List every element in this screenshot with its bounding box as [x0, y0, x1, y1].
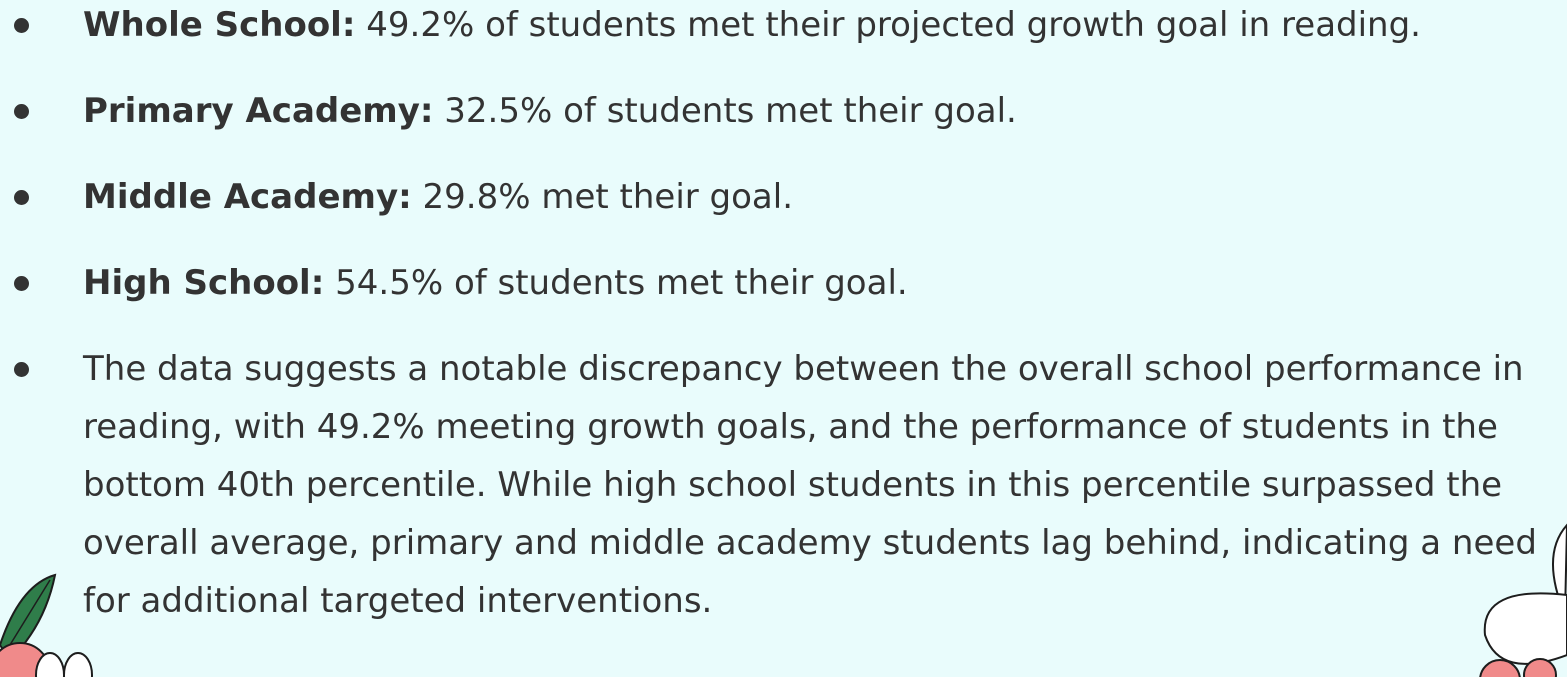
item-label: High School: — [83, 263, 324, 303]
bullet-item: High School: 54.5% of students met their… — [0, 254, 1558, 312]
item-label: Primary Academy: — [83, 91, 433, 131]
item-label: Whole School: — [83, 5, 355, 45]
bullet-item: Primary Academy: 32.5% of students met t… — [0, 82, 1558, 140]
item-text: 29.8% met their goal. — [412, 177, 793, 217]
bullet-item: Middle Academy: 29.8% met their goal. — [0, 168, 1558, 226]
item-text: 49.2% of students met their projected gr… — [355, 5, 1421, 45]
bullet-item: Whole School: 49.2% of students met thei… — [0, 0, 1558, 54]
bullet-item: The data suggests a notable discrepancy … — [0, 340, 1558, 630]
item-text: 32.5% of students met their goal. — [433, 91, 1016, 131]
page: Whole School: 49.2% of students met thei… — [0, 0, 1567, 677]
item-text: The data suggests a notable discrepancy … — [83, 349, 1537, 621]
bullet-list: Whole School: 49.2% of students met thei… — [0, 0, 1560, 658]
item-label: Middle Academy: — [83, 177, 412, 217]
item-text: 54.5% of students met their goal. — [324, 263, 907, 303]
